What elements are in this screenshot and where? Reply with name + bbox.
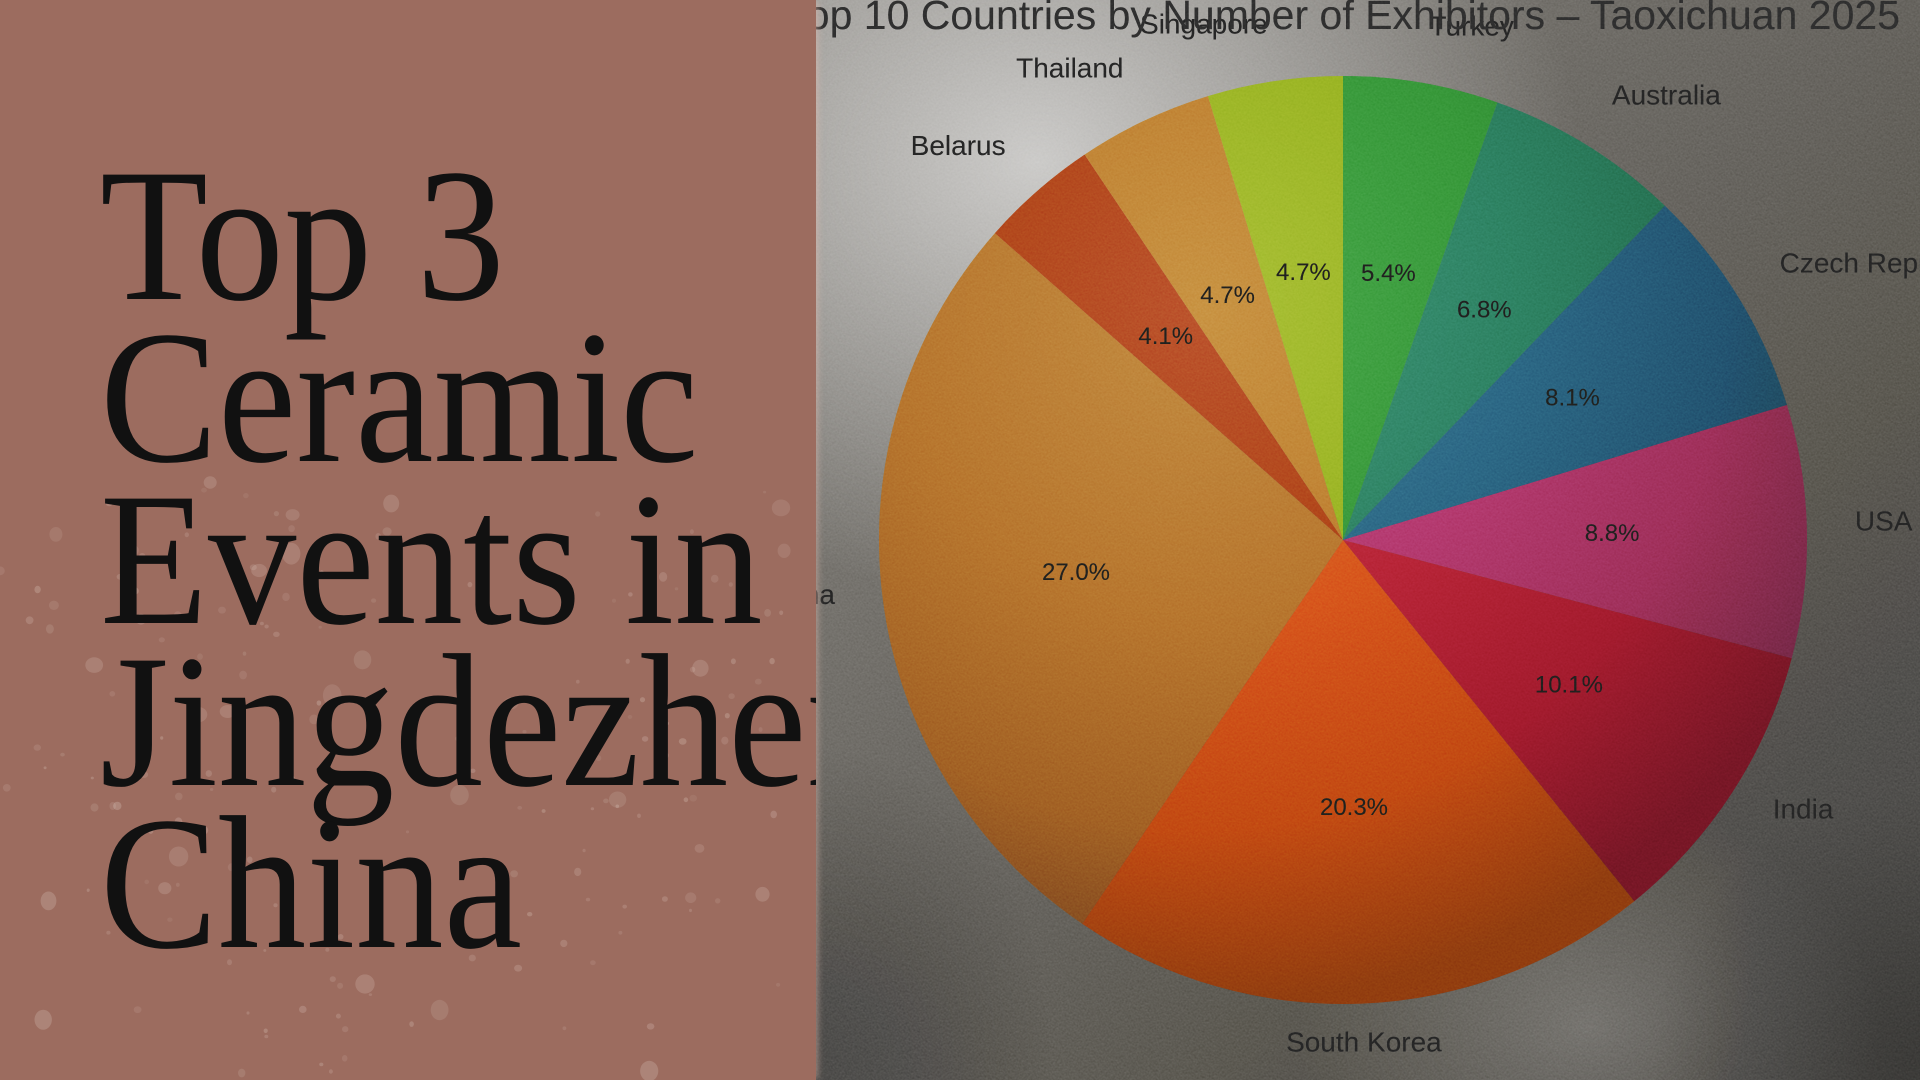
svg-text:Australia: Australia [1612,79,1721,110]
svg-text:Czech Republic: Czech Republic [1780,248,1920,279]
svg-text:USA: USA [1855,505,1913,536]
svg-text:South Korea: South Korea [1286,1027,1442,1058]
svg-text:10.1%: 10.1% [1535,672,1603,699]
svg-text:Belarus: Belarus [911,130,1006,161]
svg-text:4.1%: 4.1% [1138,323,1193,350]
svg-text:8.8%: 8.8% [1585,520,1640,547]
svg-text:India: India [1773,793,1834,824]
svg-text:5.4%: 5.4% [1361,260,1416,287]
svg-text:6.8%: 6.8% [1457,296,1512,323]
svg-text:20.3%: 20.3% [1320,794,1388,821]
svg-text:27.0%: 27.0% [1042,559,1110,586]
svg-text:Thailand: Thailand [1016,52,1123,83]
svg-text:8.1%: 8.1% [1545,385,1600,412]
svg-text:4.7%: 4.7% [1276,259,1331,286]
svg-text:4.7%: 4.7% [1200,282,1255,309]
